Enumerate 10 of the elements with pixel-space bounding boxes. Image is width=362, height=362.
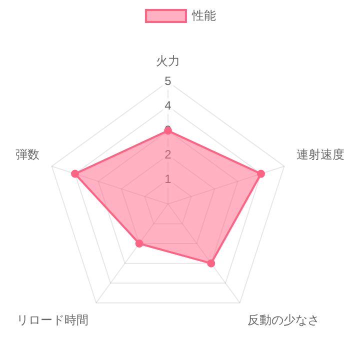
- y-tick-label: 1: [164, 172, 172, 186]
- spoke-label: リロード時間: [16, 312, 89, 327]
- y-tick-label: 5: [164, 74, 172, 88]
- spoke-label: 連射速度: [296, 147, 345, 162]
- spoke-label: 火力: [156, 54, 180, 68]
- y-tick-label: 2: [164, 147, 172, 162]
- spoke-label: 弾数: [15, 147, 40, 162]
- y-tick-label: 4: [164, 98, 172, 113]
- spoke-label: 反動の少なさ: [247, 312, 320, 327]
- legend-label: 性能: [191, 8, 216, 22]
